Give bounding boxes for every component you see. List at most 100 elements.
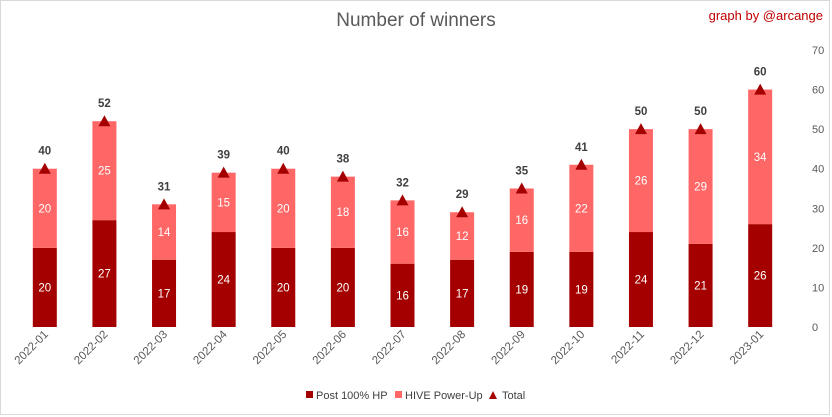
x-tick-label: 2022-06 xyxy=(311,329,349,367)
data-label-total: 39 xyxy=(217,150,230,162)
bar-power-up xyxy=(152,204,177,260)
bar-power-up xyxy=(450,212,475,260)
data-label-post-hp: 17 xyxy=(456,288,469,300)
bar-post-hp xyxy=(748,224,773,327)
data-label-power-up: 25 xyxy=(98,166,111,178)
data-label-post-hp: 24 xyxy=(217,275,230,287)
data-label-power-up: 14 xyxy=(158,227,171,239)
total-marker xyxy=(634,123,647,135)
x-tick-label: 2022-12 xyxy=(668,329,706,367)
data-label-total: 41 xyxy=(575,142,588,154)
total-marker xyxy=(515,182,528,194)
total-marker xyxy=(98,115,111,127)
bar-power-up xyxy=(32,168,57,248)
data-label-post-hp: 19 xyxy=(515,284,528,296)
data-label-post-hp: 26 xyxy=(754,271,767,283)
bar-power-up xyxy=(569,164,594,252)
bar-post-hp xyxy=(330,247,355,327)
data-label-power-up: 12 xyxy=(456,231,469,243)
legend-marker-total xyxy=(489,391,497,399)
bar-power-up xyxy=(271,168,296,248)
chart-title: Number of winners xyxy=(336,10,496,31)
data-label-post-hp: 20 xyxy=(277,282,290,294)
data-label-total: 52 xyxy=(98,98,111,110)
y-tick-label: 0 xyxy=(812,322,818,334)
total-marker xyxy=(754,83,767,95)
legend: Post 100% HP HIVE Power-Up Total xyxy=(306,390,525,402)
data-label-power-up: 15 xyxy=(217,197,230,209)
bar-post-hp xyxy=(450,259,475,327)
bar-power-up xyxy=(688,129,713,244)
bars-group xyxy=(32,89,773,327)
bar-post-hp xyxy=(92,220,117,327)
data-label-total: 38 xyxy=(336,154,349,166)
bar-power-up xyxy=(390,200,415,264)
data-label-post-hp: 24 xyxy=(635,275,648,287)
data-label-power-up: 16 xyxy=(515,215,528,227)
data-label-total: 32 xyxy=(396,177,409,189)
x-tick-label: 2022-10 xyxy=(549,329,587,367)
data-label-total: 31 xyxy=(158,181,171,193)
bar-post-hp xyxy=(32,247,57,327)
total-marker xyxy=(575,158,588,170)
y-tick-label: 40 xyxy=(812,164,824,176)
data-label-power-up: 18 xyxy=(336,207,349,219)
bar-power-up xyxy=(330,176,355,248)
legend-label-post-hp: Post 100% HP xyxy=(316,390,388,402)
data-label-post-hp: 19 xyxy=(575,284,588,296)
total-marker xyxy=(277,162,290,174)
y-tick-label: 50 xyxy=(812,124,824,136)
y-tick-label: 70 xyxy=(812,45,824,57)
y-tick-label: 60 xyxy=(812,85,824,97)
x-axis: 2022-01 2022-02 2022-03 2022-04 2022-05 2022-… xyxy=(13,328,767,367)
x-tick-label: 2022-04 xyxy=(191,328,230,367)
data-label-total: 40 xyxy=(277,146,290,158)
x-tick-label: 2022-02 xyxy=(72,329,110,367)
data-label-total: 29 xyxy=(456,189,469,201)
data-label-post-hp: 21 xyxy=(694,280,707,292)
total-marker xyxy=(158,198,171,210)
data-label-post-hp: 17 xyxy=(158,288,171,300)
x-tick-label: 2023-01 xyxy=(728,329,766,367)
labels-group: 20 20 40 27 25 52 17 14 31 24 15 39 20 20 40 20 18 38 16 16… xyxy=(38,67,767,303)
bar-post-hp xyxy=(509,251,534,327)
data-label-post-hp: 27 xyxy=(98,269,111,281)
x-tick-label: 2022-09 xyxy=(490,329,528,367)
y-tick-label: 20 xyxy=(812,243,824,255)
bar-post-hp xyxy=(211,232,236,327)
x-tick-label: 2022-03 xyxy=(132,329,170,367)
data-label-power-up: 20 xyxy=(277,203,290,215)
y-tick-label: 30 xyxy=(812,203,824,215)
data-label-power-up: 34 xyxy=(754,152,767,164)
data-label-total: 40 xyxy=(38,146,51,158)
bar-power-up xyxy=(628,129,653,233)
y-tick-label: 10 xyxy=(812,282,824,294)
data-label-power-up: 22 xyxy=(575,203,588,215)
bar-post-hp xyxy=(688,243,713,327)
legend-swatch-post-hp xyxy=(306,391,313,398)
data-label-total: 35 xyxy=(515,166,528,178)
data-label-total: 50 xyxy=(694,106,707,118)
legend-swatch-power-up xyxy=(395,391,402,398)
data-label-total: 50 xyxy=(635,106,648,118)
bar-post-hp xyxy=(628,232,653,327)
bar-power-up xyxy=(92,121,117,221)
x-tick-label: 2022-01 xyxy=(13,329,51,367)
bar-post-hp xyxy=(390,263,415,327)
data-label-total: 60 xyxy=(754,67,767,79)
legend-label-total: Total xyxy=(502,390,525,402)
total-marker xyxy=(396,194,409,206)
x-tick-label: 2022-07 xyxy=(370,329,408,367)
data-label-power-up: 29 xyxy=(694,182,707,194)
bar-power-up xyxy=(509,188,534,252)
total-marker xyxy=(38,162,51,174)
data-label-power-up: 26 xyxy=(635,176,648,188)
x-tick-label: 2022-05 xyxy=(251,329,289,367)
data-label-post-hp: 20 xyxy=(38,282,51,294)
chart-credit: graph by @arcange xyxy=(708,8,823,23)
data-label-power-up: 20 xyxy=(38,203,51,215)
x-tick-label: 2022-08 xyxy=(430,329,468,367)
total-marker xyxy=(456,206,469,218)
data-label-power-up: 16 xyxy=(396,227,409,239)
